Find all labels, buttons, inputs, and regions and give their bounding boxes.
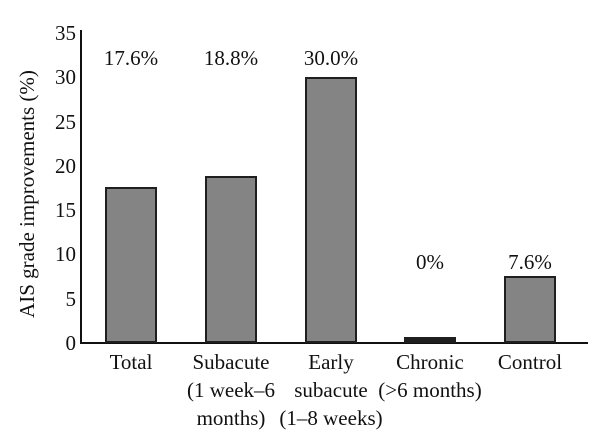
x-category-label-line: months)	[196, 406, 266, 430]
bar-value-label: 7.6%	[508, 250, 552, 274]
bar	[504, 276, 556, 343]
x-category-label: Early subacute (1–8 weeks)	[241, 348, 421, 432]
y-tick-label: 15	[55, 198, 76, 223]
x-category-label-line: (1–8 weeks)	[279, 406, 383, 430]
bar	[305, 77, 357, 343]
y-axis-line	[80, 30, 82, 344]
y-tick-label: 5	[65, 286, 77, 311]
bar	[404, 337, 456, 343]
x-category-label-line: Total	[109, 350, 153, 374]
y-tick-label: 0	[65, 331, 77, 355]
x-category-label: Subacute (1 week–6 months)	[141, 348, 321, 432]
x-axis-line	[80, 342, 588, 344]
y-tick-label: 30	[55, 65, 76, 90]
x-category-label: Total	[41, 348, 221, 376]
x-category-label-line: Early	[308, 350, 354, 374]
y-tick-label: 20	[55, 153, 76, 178]
y-tick-label: 25	[55, 109, 76, 134]
x-category-label-line: (1 week–6	[186, 378, 276, 402]
x-category-label: Control	[440, 348, 600, 376]
bar-value-label: 18.8%	[203, 46, 259, 70]
y-axis-title: AIS grade improvements (%)	[15, 70, 39, 318]
x-category-label-line: (>6 months)	[378, 378, 482, 402]
bar-value-label: 17.6%	[103, 46, 159, 70]
bar-value-label: 30.0%	[303, 46, 359, 70]
x-category-label-line: Subacute	[192, 350, 270, 374]
y-tick-label: 10	[55, 242, 76, 267]
x-category-label-line: Control	[497, 350, 563, 374]
x-category-label: Chronic (>6 months)	[340, 348, 520, 404]
x-category-label-line: subacute	[294, 378, 368, 402]
x-category-label-line: Chronic	[396, 350, 464, 374]
y-tick-label: 35	[55, 21, 76, 45]
bar	[205, 176, 257, 343]
bar	[105, 187, 157, 343]
bar-value-label: 0%	[416, 250, 444, 274]
